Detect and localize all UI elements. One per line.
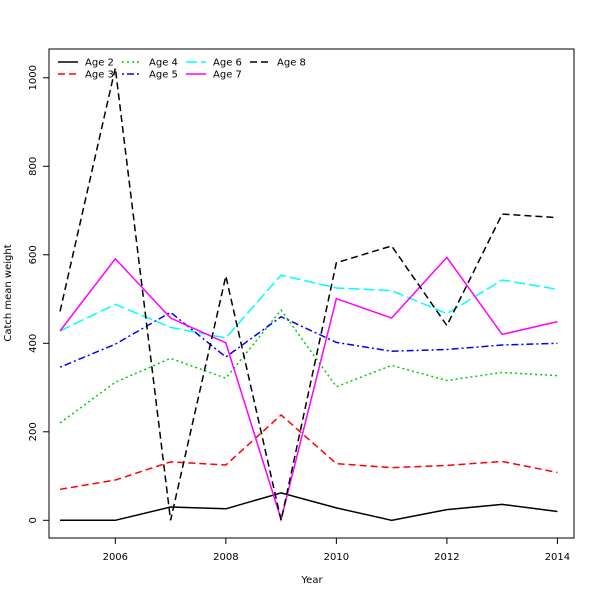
legend-label: Age 2 bbox=[85, 58, 114, 69]
y-tick-label: 800 bbox=[28, 157, 39, 176]
series-line-age-3 bbox=[59, 413, 558, 491]
legend-label: Age 5 bbox=[149, 70, 178, 81]
legend-label: Age 7 bbox=[213, 70, 242, 81]
series-line-age-2 bbox=[60, 492, 558, 522]
y-axis: 0 200 400 600 800 1000 bbox=[28, 65, 49, 523]
plot-frame bbox=[48, 48, 575, 539]
series-line-age-7 bbox=[59, 256, 558, 523]
x-tick-label: 2014 bbox=[545, 552, 570, 563]
legend-label: Age 6 bbox=[213, 58, 242, 69]
y-tick-label: 200 bbox=[28, 422, 39, 441]
x-tick-label: 2010 bbox=[324, 552, 349, 563]
x-axis: 2006 2008 2010 2012 2014 bbox=[103, 538, 570, 563]
legend-label: Age 3 bbox=[85, 70, 114, 81]
x-tick-label: 2008 bbox=[213, 552, 238, 563]
y-axis-title: Catch mean weight bbox=[3, 244, 14, 341]
series-line-age-8 bbox=[59, 67, 558, 521]
series-line-age-5 bbox=[59, 311, 558, 368]
x-tick-label: 2012 bbox=[434, 552, 459, 563]
y-tick-label: 600 bbox=[28, 245, 39, 264]
y-tick-label: 1000 bbox=[28, 65, 39, 90]
series-layer bbox=[59, 67, 558, 523]
x-tick-label: 2006 bbox=[103, 552, 128, 563]
y-tick-label: 0 bbox=[28, 517, 39, 523]
legend-label: Age 8 bbox=[277, 58, 306, 69]
x-axis-title: Year bbox=[300, 575, 323, 586]
y-tick-label: 400 bbox=[28, 334, 39, 353]
legend-label: Age 4 bbox=[149, 58, 178, 69]
